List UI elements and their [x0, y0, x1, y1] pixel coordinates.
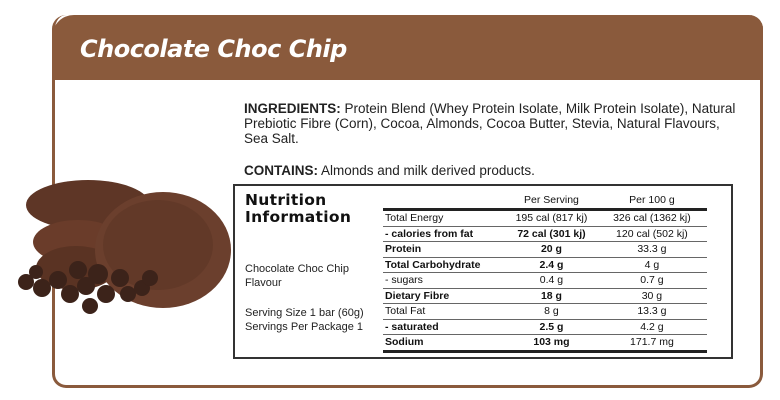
nutrition-title: Nutrition Information: [245, 192, 351, 226]
table-row: - sugars 0.4 g 0.7 g: [383, 272, 707, 289]
table-row: Dietary Fibre 18 g 30 g: [383, 288, 707, 304]
ingredients-list: Protein Blend (Whey Protein Isolate, Mil…: [244, 101, 736, 146]
table-row: Protein 20 g 33.3 g: [383, 241, 707, 258]
per-serving-value: 195 cal (817 kj): [506, 209, 597, 227]
nutrition-title-line1: Nutrition: [245, 191, 327, 209]
per-100g-value: 30 g: [596, 288, 707, 304]
per-serving-value: 103 mg: [506, 334, 597, 353]
contains-list: Almonds and milk derived products.: [318, 163, 535, 178]
per-100g-value: 120 cal (502 kj): [596, 226, 707, 242]
nutrient-label: - saturated: [383, 319, 507, 335]
serving-size: Serving Size 1 bar (60g): [245, 307, 364, 319]
nutrient-label: - calories from fat: [383, 226, 507, 242]
chocolate-cookies-image: [18, 180, 231, 314]
per-100g-value: 0.7 g: [596, 272, 707, 289]
per-100g-value: 326 cal (1362 kj): [596, 209, 707, 227]
table-row: Total Fat 8 g 13.3 g: [383, 303, 707, 320]
flavour-line1: Chocolate Choc Chip: [245, 263, 349, 275]
per-100g-value: 33.3 g: [596, 241, 707, 258]
per-serving-value: 72 cal (301 kj): [506, 226, 597, 242]
per-serving-value: 2.5 g: [506, 319, 597, 335]
product-title: Chocolate Choc Chip: [80, 35, 347, 63]
nutrient-label: Total Energy: [383, 209, 507, 227]
nutrient-label: Total Carbohydrate: [383, 257, 507, 273]
table-row: - calories from fat 72 cal (301 kj) 120 ca…: [383, 226, 707, 242]
ingredients-label: INGREDIENTS:: [244, 101, 341, 116]
table-row: - saturated 2.5 g 4.2 g: [383, 319, 707, 335]
per-serving-value: 0.4 g: [506, 272, 597, 289]
contains-label: CONTAINS:: [244, 163, 318, 178]
nutrition-title-line2: Information: [245, 208, 352, 226]
flavour-text: Chocolate Choc Chip Flavour: [245, 262, 349, 290]
nutrient-label: Dietary Fibre: [383, 288, 507, 304]
per-serving-value: 20 g: [506, 241, 597, 258]
nutrient-label: - sugars: [383, 272, 507, 289]
table-row: Total Energy 195 cal (817 kj) 326 cal (136…: [383, 209, 707, 227]
column-header-per-100g: Per 100 g: [596, 192, 707, 211]
table-row: Sodium 103 mg 171.7 mg: [383, 334, 707, 353]
per-100g-value: 4.2 g: [596, 319, 707, 335]
nutrition-panel: Nutrition Information Chocolate Choc Chi…: [233, 184, 733, 359]
per-100g-value: 4 g: [596, 257, 707, 273]
flavour-line2: Flavour: [245, 277, 282, 289]
column-header-label: [383, 192, 507, 211]
per-serving-value: 18 g: [506, 288, 597, 304]
per-100g-value: 171.7 mg: [596, 334, 707, 353]
column-header-per-serving: Per Serving: [506, 192, 597, 211]
nutrient-label: Sodium: [383, 334, 507, 353]
per-serving-value: 2.4 g: [506, 257, 597, 273]
contains-text: CONTAINS: Almonds and milk derived produ…: [244, 163, 535, 178]
nutrient-label: Protein: [383, 241, 507, 258]
ingredients-text: INGREDIENTS: Protein Blend (Whey Protein…: [244, 101, 744, 146]
nutrition-table: Per Serving Per 100 g Total Energy 195 ca…: [383, 192, 707, 353]
servings-per-package: Servings Per Package 1: [245, 321, 364, 333]
serving-info: Serving Size 1 bar (60g) Servings Per Pa…: [245, 306, 364, 334]
per-serving-value: 8 g: [506, 303, 597, 320]
product-header: Chocolate Choc Chip: [52, 15, 763, 80]
nutrient-label: Total Fat: [383, 303, 507, 320]
per-100g-value: 13.3 g: [596, 303, 707, 320]
